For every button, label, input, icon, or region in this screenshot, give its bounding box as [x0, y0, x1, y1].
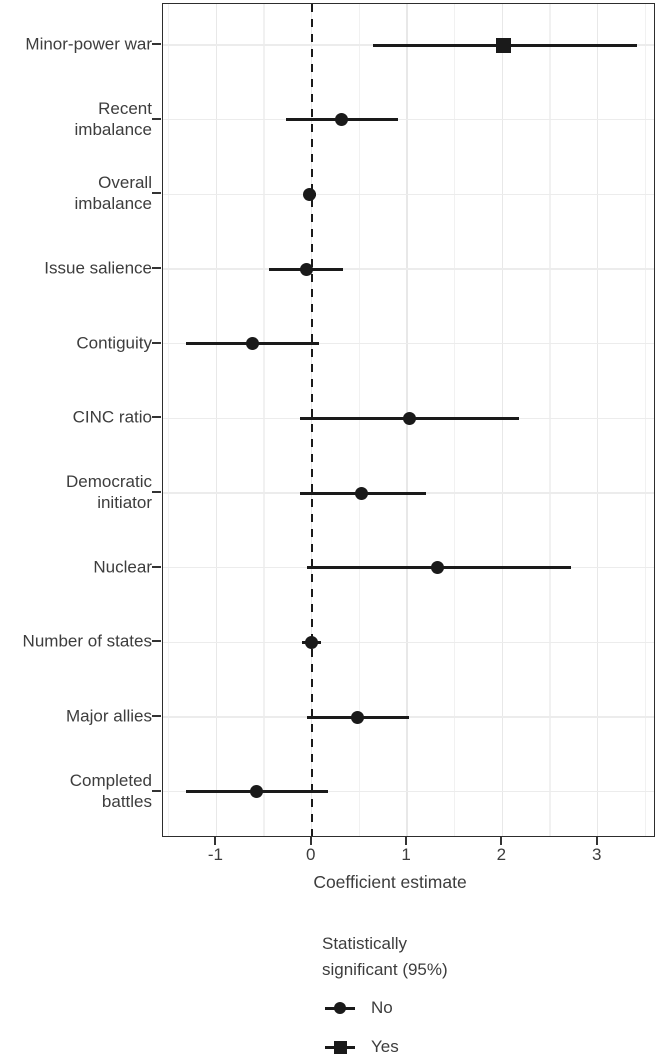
minor-gridline [549, 4, 551, 836]
zero-reference-line [310, 4, 313, 836]
point-marker-circle [299, 262, 313, 276]
y-tick-mark [152, 640, 161, 643]
y-tick-mark [152, 192, 161, 195]
legend-title: Statistically significant (95%) [322, 934, 448, 979]
point-marker-circle [305, 635, 319, 649]
minor-gridline [453, 4, 456, 836]
y-axis-label: Issue salience [44, 258, 152, 278]
y-tick-mark [152, 341, 161, 344]
x-tick-mark [595, 836, 598, 845]
minor-gridline [644, 4, 647, 836]
point-marker-circle [431, 561, 445, 575]
y-axis-label: Completed battles [69, 770, 152, 811]
y-tick-mark [152, 267, 161, 269]
x-tick-mark [500, 836, 503, 845]
point-marker-circle [354, 486, 368, 500]
point-marker-circle [403, 411, 417, 425]
y-tick-mark [152, 117, 161, 120]
major-gridline [215, 4, 218, 836]
legend-item-label: Yes [371, 1037, 399, 1056]
y-tick-mark [152, 715, 161, 718]
x-tick-label: -1 [207, 845, 223, 864]
major-gridline [596, 4, 599, 836]
minor-gridline [167, 4, 170, 836]
y-axis-label: Major allies [66, 706, 152, 726]
point-marker-circle [350, 710, 364, 724]
row-gridline [163, 193, 654, 196]
x-axis-title: Coefficient estimate [313, 872, 467, 892]
point-marker-circle [334, 113, 348, 127]
y-tick-mark [152, 43, 161, 45]
y-axis-label: Minor-power war [25, 34, 152, 54]
y-tick-mark [152, 789, 161, 792]
row-gridline [163, 790, 654, 793]
point-marker-circle [246, 337, 260, 351]
plot-panel [162, 3, 655, 837]
x-tick-label: 1 [401, 845, 411, 864]
y-tick-mark [152, 491, 161, 494]
point-marker-circle [303, 187, 317, 201]
row-gridline [163, 342, 654, 345]
point-marker-circle [249, 785, 263, 799]
minor-gridline [263, 4, 265, 836]
y-axis-label: Number of states [22, 631, 152, 651]
y-axis-label: Nuclear [93, 557, 152, 577]
y-axis-label: Contiguity [76, 333, 152, 353]
y-axis-label: Overall imbalance [74, 173, 153, 214]
legend-square-icon [333, 1040, 347, 1054]
x-tick-mark [214, 836, 217, 845]
major-gridline [501, 4, 504, 836]
row-gridline [163, 268, 654, 270]
minor-gridline [358, 4, 361, 836]
x-tick-label: 0 [305, 845, 316, 864]
x-tick-mark [309, 836, 312, 845]
row-gridline [163, 641, 654, 644]
y-tick-mark [152, 416, 161, 419]
x-tick-mark [405, 836, 408, 845]
legend-circle-icon [334, 1002, 346, 1014]
point-marker-square [495, 37, 511, 53]
x-tick-label: 2 [496, 845, 507, 864]
legend-key-circle [325, 998, 355, 1018]
y-axis-label: CINC ratio [72, 407, 152, 427]
x-tick-label: 3 [592, 845, 602, 864]
row-gridline [163, 118, 654, 121]
legend-key-square [325, 1037, 355, 1057]
y-axis-label: Democratic initiator [66, 472, 152, 513]
y-tick-mark [152, 565, 161, 568]
legend-item-label: No [371, 998, 393, 1017]
y-axis-label: Recent imbalance [74, 98, 153, 139]
